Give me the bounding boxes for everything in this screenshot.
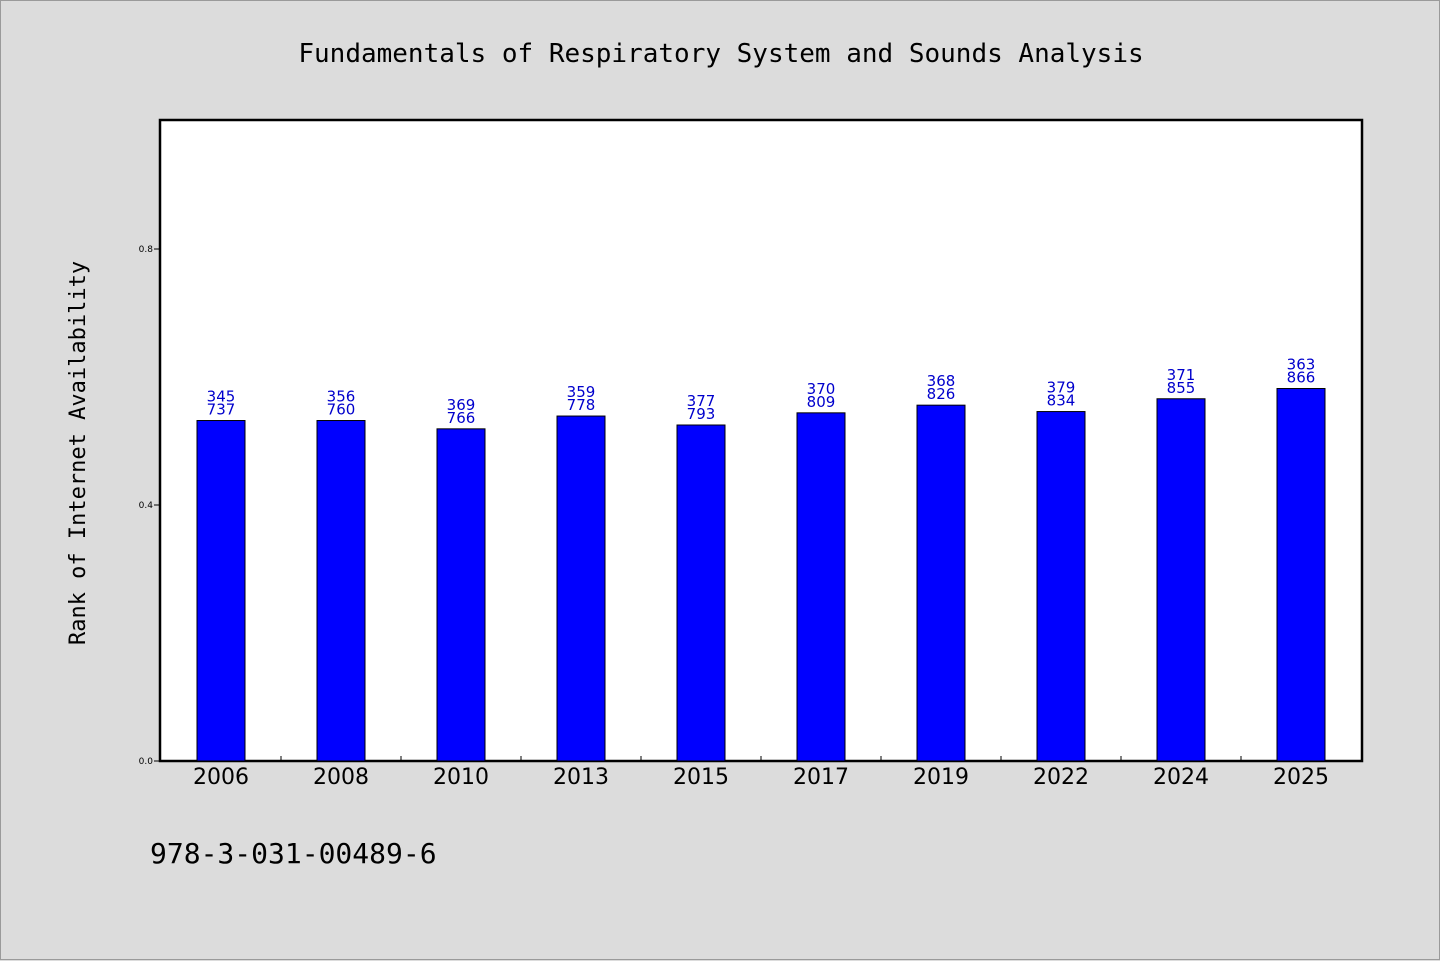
data-label: 793 bbox=[687, 405, 716, 423]
data-label: 760 bbox=[327, 401, 356, 419]
bar bbox=[916, 404, 966, 762]
bar bbox=[1156, 398, 1206, 762]
data-label: 809 bbox=[807, 393, 836, 411]
x-tick-label: 2017 bbox=[793, 765, 849, 790]
data-label: 737 bbox=[207, 401, 236, 419]
data-label: 359 bbox=[567, 383, 596, 401]
y-tick-label: 0.0 bbox=[139, 757, 154, 767]
x-tick-label: 2008 bbox=[313, 765, 369, 790]
isbn-text: 978-3-031-00489-6 bbox=[150, 837, 437, 870]
data-label: 855 bbox=[1167, 379, 1196, 397]
data-label: 345 bbox=[207, 388, 236, 406]
y-axis-label: Rank of Internet Availability bbox=[66, 261, 91, 645]
data-label: 368 bbox=[927, 372, 956, 390]
data-label: 379 bbox=[1047, 379, 1076, 397]
x-tick-label: 2022 bbox=[1033, 765, 1089, 790]
bar bbox=[1276, 388, 1326, 762]
x-tick-label: 2025 bbox=[1273, 765, 1329, 790]
x-tick-label: 2013 bbox=[553, 765, 609, 790]
data-label: 834 bbox=[1047, 392, 1076, 410]
data-label: 363 bbox=[1287, 356, 1316, 374]
bar bbox=[316, 420, 366, 762]
x-tick-label: 2019 bbox=[913, 765, 969, 790]
chart-title: Fundamentals of Respiratory System and S… bbox=[298, 39, 1143, 69]
bar bbox=[196, 420, 246, 762]
y-tick-label: 0.4 bbox=[139, 501, 154, 511]
y-tick-label: 0.8 bbox=[139, 245, 154, 255]
data-label: 356 bbox=[327, 388, 356, 406]
data-label: 370 bbox=[807, 380, 836, 398]
bar bbox=[796, 412, 846, 762]
data-label: 371 bbox=[1167, 366, 1196, 384]
bar bbox=[556, 415, 606, 762]
x-tick-label: 2024 bbox=[1153, 765, 1209, 790]
x-tick-label: 2010 bbox=[433, 765, 489, 790]
x-tick-label: 2006 bbox=[193, 765, 249, 790]
bar bbox=[676, 424, 726, 762]
bar bbox=[436, 428, 486, 762]
data-label: 377 bbox=[687, 392, 716, 410]
x-tick-label: 2015 bbox=[673, 765, 729, 790]
data-label: 866 bbox=[1287, 369, 1316, 387]
data-label: 766 bbox=[447, 409, 476, 427]
data-label: 778 bbox=[567, 396, 596, 414]
data-label: 826 bbox=[927, 385, 956, 403]
data-label: 369 bbox=[447, 396, 476, 414]
bar bbox=[1036, 411, 1086, 762]
